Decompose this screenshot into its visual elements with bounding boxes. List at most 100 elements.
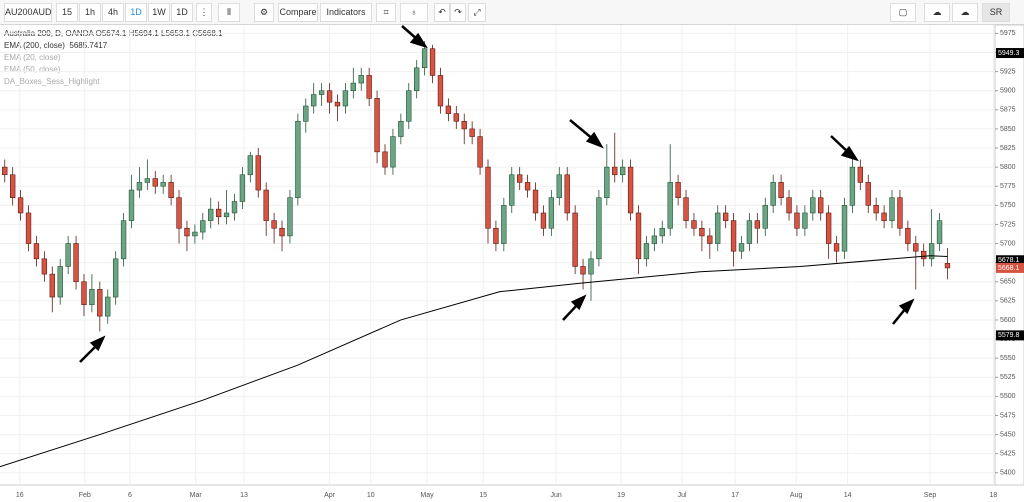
layout-button[interactable]: ▢: [890, 3, 916, 22]
interval[interactable]: 15: [56, 3, 78, 22]
candle-body: [65, 243, 71, 267]
price-marker: [996, 48, 1024, 59]
symbol-box[interactable]: AU200AUD: [4, 3, 52, 22]
candle-body: [612, 166, 618, 176]
y-tick-label: 5725: [1000, 221, 1016, 228]
user-button[interactable]: SR: [982, 3, 1010, 22]
candle-body: [128, 189, 135, 221]
candle-body: [239, 174, 246, 202]
x-tick-label: 16: [16, 492, 24, 499]
x-tick-label: Apr: [324, 492, 336, 499]
study[interactable]: DA_Boxes_Sess_Highlight: [4, 76, 222, 88]
templates-button[interactable]: ⌗: [376, 3, 396, 22]
candle-body: [445, 105, 452, 114]
candle-body: [944, 263, 951, 269]
candle-body: [556, 174, 562, 198]
x-tick-label: 17: [731, 492, 739, 499]
candle-body: [841, 205, 848, 252]
candle-body: [176, 197, 182, 229]
candle-body: [33, 243, 40, 260]
fullscreen-button[interactable]: ⤢: [468, 3, 486, 22]
cloud-button[interactable]: ☁: [924, 3, 950, 22]
arrow-head: [89, 335, 106, 352]
candle-body: [572, 212, 578, 267]
toolbar: AU200AUD 15 1h 4h 1D 1W 1D ⋮ ⫴ ⚙ Compare…: [0, 0, 1024, 25]
candle-body: [818, 197, 824, 214]
interval[interactable]: 1h: [79, 3, 101, 22]
price-marker: [996, 262, 1024, 273]
candle-body: [540, 212, 547, 229]
y-tick-label: 5625: [1000, 298, 1016, 305]
chart-style-button[interactable]: ⫴: [218, 3, 240, 22]
interval[interactable]: 1D: [125, 3, 147, 22]
interval[interactable]: 4h: [102, 3, 124, 22]
candle-body: [144, 178, 151, 183]
candle-body: [651, 235, 658, 244]
candle-body: [588, 258, 594, 275]
price-marker: [996, 255, 1024, 266]
study-value: 5685.7417: [69, 41, 108, 50]
candle-body: [627, 166, 634, 214]
candle-body: [311, 94, 317, 107]
candle-body: [477, 136, 483, 168]
arrow-head: [585, 131, 604, 149]
candle-body: [168, 182, 174, 198]
compare-button[interactable]: Compare: [278, 3, 318, 22]
candle-body: [564, 174, 570, 214]
candle-body: [358, 75, 364, 84]
study-name: EMA (200, close): [4, 41, 65, 50]
price-marker-label: 5949.3: [998, 50, 1020, 57]
interval[interactable]: 1W: [148, 3, 170, 22]
candle-body: [715, 212, 721, 244]
undo-button[interactable]: ↶: [434, 3, 450, 22]
arrow: [562, 303, 579, 321]
y-tick-label: 5875: [1000, 107, 1016, 114]
candle-body: [667, 182, 673, 229]
study[interactable]: EMA (50, close): [4, 64, 222, 76]
candle-body: [350, 82, 356, 92]
settings-button[interactable]: ⚙: [254, 3, 274, 22]
y-tick-label: 5850: [1000, 126, 1016, 133]
candle-body: [120, 220, 127, 260]
study[interactable]: EMA (20, close): [4, 52, 222, 64]
alert-button[interactable]: ♁: [400, 3, 428, 22]
study-name: EMA (50, close): [4, 65, 61, 74]
candle-body: [889, 197, 895, 221]
y-tick-label: 5775: [1000, 183, 1016, 190]
candle-body: [160, 182, 166, 187]
y-tick-label: 5825: [1000, 145, 1016, 152]
candle-body: [493, 227, 499, 244]
ema-line: [0, 255, 948, 468]
candle-body: [580, 266, 586, 275]
candle-body: [215, 208, 222, 218]
candle-body: [619, 166, 626, 176]
candle-body: [738, 243, 745, 252]
candle-body: [366, 75, 372, 99]
candle-body: [271, 220, 277, 229]
indicators-button[interactable]: Indicators: [320, 3, 372, 22]
price-marker-label: 5668.1: [998, 265, 1020, 272]
arrow-head: [898, 298, 915, 315]
candle-body: [897, 197, 903, 229]
candle-body: [604, 166, 610, 198]
study[interactable]: EMA (200, close) 5685.7417: [4, 40, 222, 52]
candle-body: [913, 243, 919, 252]
more-button[interactable]: ⋮: [196, 3, 212, 22]
x-tick-label: 10: [367, 492, 375, 499]
candle-body: [461, 120, 467, 130]
x-tick-label: 19: [617, 492, 625, 499]
redo-button[interactable]: ↷: [450, 3, 466, 22]
interval[interactable]: 1D: [171, 3, 193, 22]
candle-body: [326, 90, 333, 103]
candle-body: [921, 250, 927, 260]
candle-body: [532, 189, 539, 214]
candle-body: [501, 205, 507, 244]
candle-body: [406, 90, 412, 122]
y-tick-label: 5975: [1000, 30, 1016, 37]
candle-body: [928, 243, 935, 260]
candle-body: [303, 105, 309, 122]
save-button[interactable]: ☁: [952, 3, 978, 22]
candle-body: [675, 182, 681, 198]
candle-body: [287, 197, 293, 237]
